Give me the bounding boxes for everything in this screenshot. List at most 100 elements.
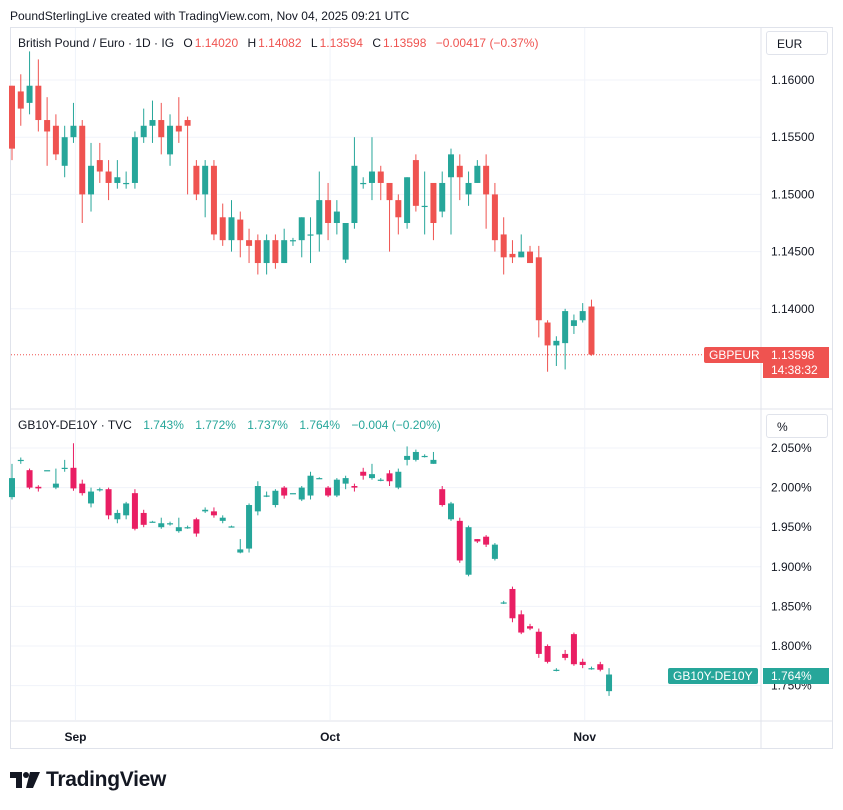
bottom-close: 1.764% [299, 418, 341, 432]
candle-body [439, 182, 446, 212]
candle-body [167, 125, 174, 155]
chart-header: PoundSterlingLive created with TradingVi… [10, 9, 410, 23]
candle-body [149, 521, 156, 523]
candle-body [368, 171, 375, 183]
candle-body [316, 478, 323, 480]
candle-body [79, 483, 86, 494]
candle-body [237, 549, 244, 553]
candle-body [386, 182, 393, 201]
bottom-change: −0.004 (−0.20%) [351, 418, 441, 432]
candle-body [96, 160, 103, 172]
candle-body [254, 240, 261, 264]
candle-body [500, 234, 507, 258]
candle-body [131, 493, 138, 529]
candle-body [70, 467, 77, 489]
unit-selector[interactable]: % [766, 414, 828, 438]
candle-body [44, 120, 51, 132]
candle-body [544, 322, 551, 346]
candle-body [342, 223, 349, 260]
y-tick-label: 1.14000 [771, 302, 815, 316]
candle-body [202, 509, 209, 512]
candle-body [395, 200, 402, 218]
candle-body [158, 523, 165, 528]
candle-body [421, 205, 428, 208]
candle-body [368, 474, 375, 479]
y-tick-label: 1.15500 [771, 130, 815, 144]
candle-body [263, 495, 270, 497]
candle-body [272, 490, 279, 506]
bottom-symbol: GB10Y-DE10Y · TVC [18, 418, 132, 432]
candle-body [202, 165, 209, 195]
candle-body [579, 311, 586, 321]
candle-body [35, 486, 42, 489]
tradingview-logo-icon [10, 772, 40, 788]
top-o-label: O [183, 36, 193, 50]
y-tick-label: 1.14500 [771, 245, 815, 259]
candle-body [158, 120, 165, 138]
spread-candles [9, 443, 613, 696]
top-c-label: C [372, 36, 381, 50]
candle-body [588, 668, 595, 670]
top-symbol: British Pound / Euro · 1D · IG [18, 36, 175, 50]
candle-body [333, 479, 340, 496]
spread-last-value: 1.764% [763, 668, 829, 684]
x-tick-label: Oct [320, 730, 340, 744]
top-legend: British Pound / Euro · 1D · IG O 1.14020 … [18, 36, 540, 50]
candle-body [404, 455, 411, 460]
candle-body [79, 125, 86, 195]
candle-body [465, 527, 472, 575]
y-tick-label: 1.15000 [771, 187, 815, 201]
candle-body [527, 251, 534, 264]
candle-body [509, 588, 516, 619]
top-h-label: H [247, 36, 257, 50]
top-change: −0.00417 (−0.37%) [435, 36, 539, 50]
candle-body [430, 182, 437, 223]
candle-body [342, 478, 349, 484]
y-tick-label: 1.800% [771, 639, 812, 653]
candle-body [149, 120, 156, 126]
candle-body [483, 165, 490, 195]
candle-body [289, 240, 296, 242]
candle-body [263, 240, 270, 264]
candle-body [175, 125, 182, 132]
candle-body [439, 489, 446, 506]
candle-body [96, 489, 103, 491]
candle-body [123, 503, 130, 516]
candle-body [527, 626, 534, 629]
candle-body [325, 487, 332, 496]
candle-body [553, 340, 560, 346]
candle-body [518, 614, 525, 633]
candle-body [88, 491, 95, 504]
candle-body [500, 602, 507, 604]
candle-body [9, 478, 15, 498]
grid-lines [11, 28, 761, 720]
x-tick-label: Sep [64, 730, 86, 744]
candle-body [412, 160, 419, 206]
candle-body [483, 536, 490, 545]
candle-body [246, 240, 253, 246]
candle-body [210, 511, 217, 516]
candle-body [579, 661, 586, 666]
candle-body [307, 475, 314, 496]
candle-body [17, 91, 24, 109]
candle-body [70, 125, 77, 138]
candle-body [228, 526, 235, 528]
candle-body [570, 634, 577, 665]
y-tick-label: 2.000% [771, 481, 812, 495]
candle-body [333, 211, 340, 223]
candle-body [219, 217, 226, 241]
chart-frame [10, 27, 833, 749]
currency-selector[interactable]: EUR [766, 31, 828, 55]
candle-body [448, 503, 454, 520]
candle-body [518, 251, 525, 258]
top-high: 1.14082 [258, 36, 302, 50]
candle-body [562, 311, 569, 344]
candle-body [219, 517, 226, 521]
candle-body [448, 154, 454, 178]
candle-body [131, 137, 138, 183]
y-tick-label: 1.950% [771, 520, 812, 534]
candle-body [465, 182, 472, 195]
candle-body [544, 646, 551, 662]
candle-body [474, 539, 481, 542]
